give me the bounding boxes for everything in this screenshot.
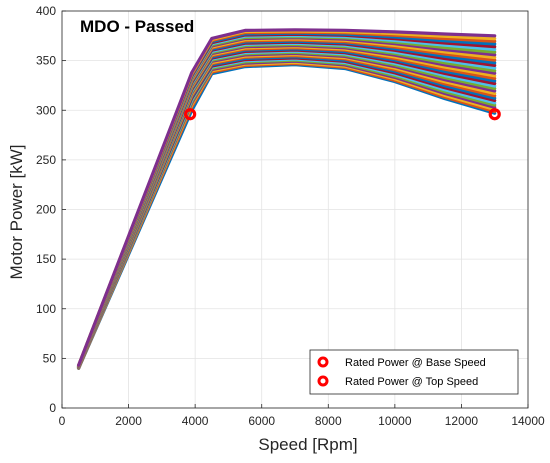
- legend-marker-base-speed: [317, 356, 329, 368]
- legend-label-top-speed: Rated Power @ Top Speed: [345, 376, 478, 388]
- axis-ticks: 0 2000 4000 6000 8000 10000 12000 14000 0 50 100 15…: [36, 4, 545, 428]
- legend-box: [309, 349, 519, 395]
- x-axis-label: Speed [Rpm]: [258, 435, 357, 454]
- y-tick-label: 200: [36, 203, 56, 217]
- legend: Rated Power @ Base Speed Rated Power @ T…: [309, 349, 519, 395]
- x-tick-label: 10000: [378, 414, 412, 428]
- y-tick-label: 250: [36, 153, 56, 167]
- x-tick-label: 2000: [115, 414, 142, 428]
- x-tick-label: 0: [59, 414, 66, 428]
- chart-title: MDO - Passed: [80, 17, 194, 36]
- rated-power-top-speed-marker: [488, 108, 501, 121]
- y-axis-label: Motor Power [kW]: [7, 144, 26, 279]
- y-tick-label: 50: [43, 351, 57, 365]
- x-tick-label: 14000: [511, 414, 545, 428]
- y-tick-label: 300: [36, 103, 56, 117]
- y-tick-label: 150: [36, 252, 56, 266]
- x-tick-label: 8000: [315, 414, 342, 428]
- y-tick-label: 100: [36, 302, 56, 316]
- y-tick-label: 350: [36, 54, 56, 68]
- rated-power-markers: [184, 108, 501, 121]
- y-tick-label: 400: [36, 4, 56, 18]
- legend-label-base-speed: Rated Power @ Base Speed: [345, 357, 486, 369]
- y-tick-label: 0: [49, 401, 56, 415]
- x-tick-label: 4000: [182, 414, 209, 428]
- x-tick-label: 6000: [248, 414, 275, 428]
- rated-power-base-speed-marker: [184, 108, 197, 121]
- legend-marker-top-speed: [317, 375, 329, 387]
- x-tick-label: 12000: [445, 414, 479, 428]
- series-lines: [76, 28, 497, 370]
- series-line: [76, 28, 497, 367]
